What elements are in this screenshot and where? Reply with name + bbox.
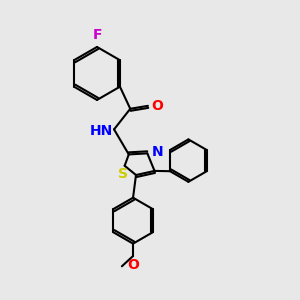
Text: F: F xyxy=(93,28,102,42)
Text: O: O xyxy=(152,99,163,113)
Text: N: N xyxy=(152,145,163,159)
Text: S: S xyxy=(118,167,128,181)
Text: O: O xyxy=(127,258,139,272)
Text: HN: HN xyxy=(89,124,112,138)
